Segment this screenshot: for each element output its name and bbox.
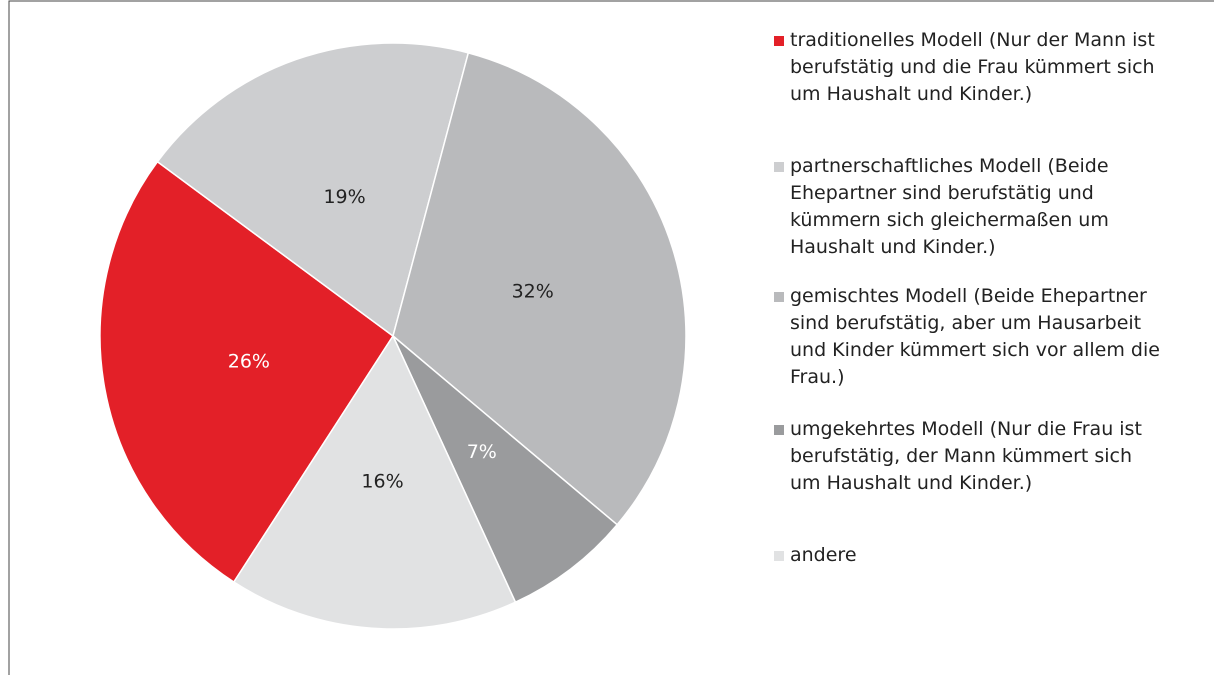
legend-label: umgekehrtes Modell (Nur die Frau ist ber… (790, 418, 1142, 494)
legend-entry: partnerschaftliches Modell (Beide Ehepar… (774, 153, 1164, 261)
legend-swatch (774, 551, 784, 561)
legend-label: gemischtes Modell (Beide Ehepartner sind… (790, 285, 1160, 388)
pie-slice (156, 42, 470, 338)
legend-entry: gemischtes Modell (Beide Ehepartner sind… (774, 283, 1164, 391)
pie-slice (392, 51, 687, 526)
legend-swatch (774, 162, 784, 172)
legend-swatch (774, 425, 784, 435)
data-label: 32% (512, 280, 554, 302)
data-label: 7% (467, 441, 497, 463)
legend-swatch (774, 36, 784, 46)
data-label: 26% (228, 351, 270, 373)
legend-entry: umgekehrtes Modell (Nur die Frau ist ber… (774, 416, 1164, 497)
pie-slice (99, 160, 395, 584)
pie-slice (392, 335, 619, 604)
legend-swatch (774, 292, 784, 302)
legend-entry: traditionelles Modell (Nur der Mann ist … (774, 27, 1164, 108)
pie-slice (232, 334, 517, 630)
data-label: 16% (361, 471, 403, 493)
frame (8, 0, 1214, 675)
legend-label: andere (790, 544, 857, 566)
legend-entry: andere (774, 542, 1164, 569)
data-label: 19% (323, 186, 365, 208)
legend-label: partnerschaftliches Modell (Beide Ehepar… (790, 155, 1109, 258)
legend-label: traditionelles Modell (Nur der Mann ist … (790, 29, 1155, 105)
